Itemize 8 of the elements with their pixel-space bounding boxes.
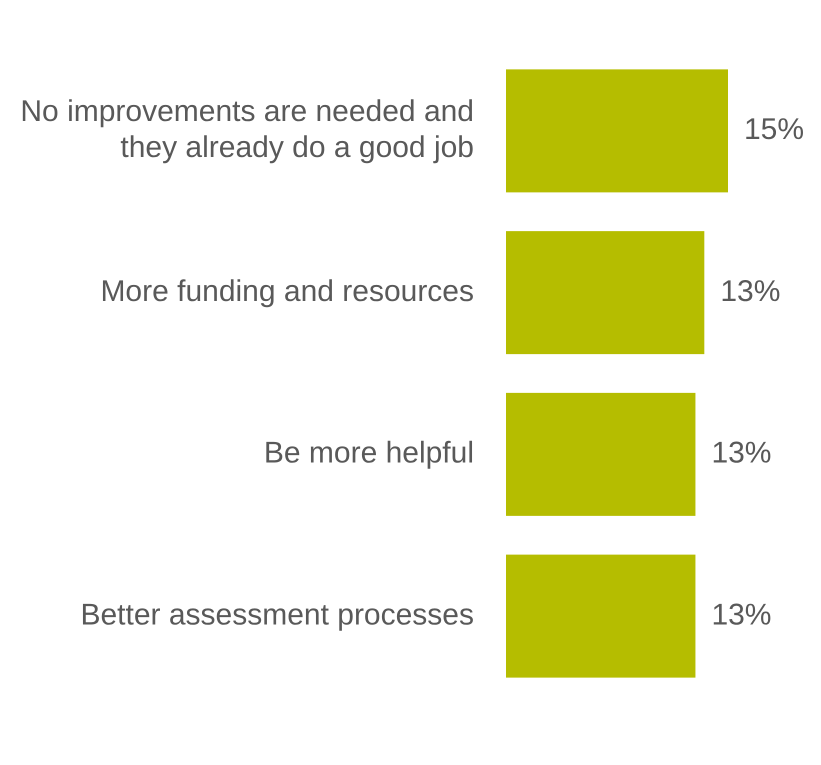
data-label: 13% <box>711 598 772 632</box>
data-label: 13% <box>720 274 780 308</box>
y-tick-label: Better assessment processes <box>80 598 474 632</box>
y-tick-label: More funding and resources <box>100 274 474 308</box>
y-tick-label: Be more helpful <box>264 436 474 470</box>
y-tick-label: No improvements are needed and they already do a good job <box>20 95 474 164</box>
data-label: 13% <box>711 436 772 470</box>
data-label: 15% <box>744 113 804 146</box>
